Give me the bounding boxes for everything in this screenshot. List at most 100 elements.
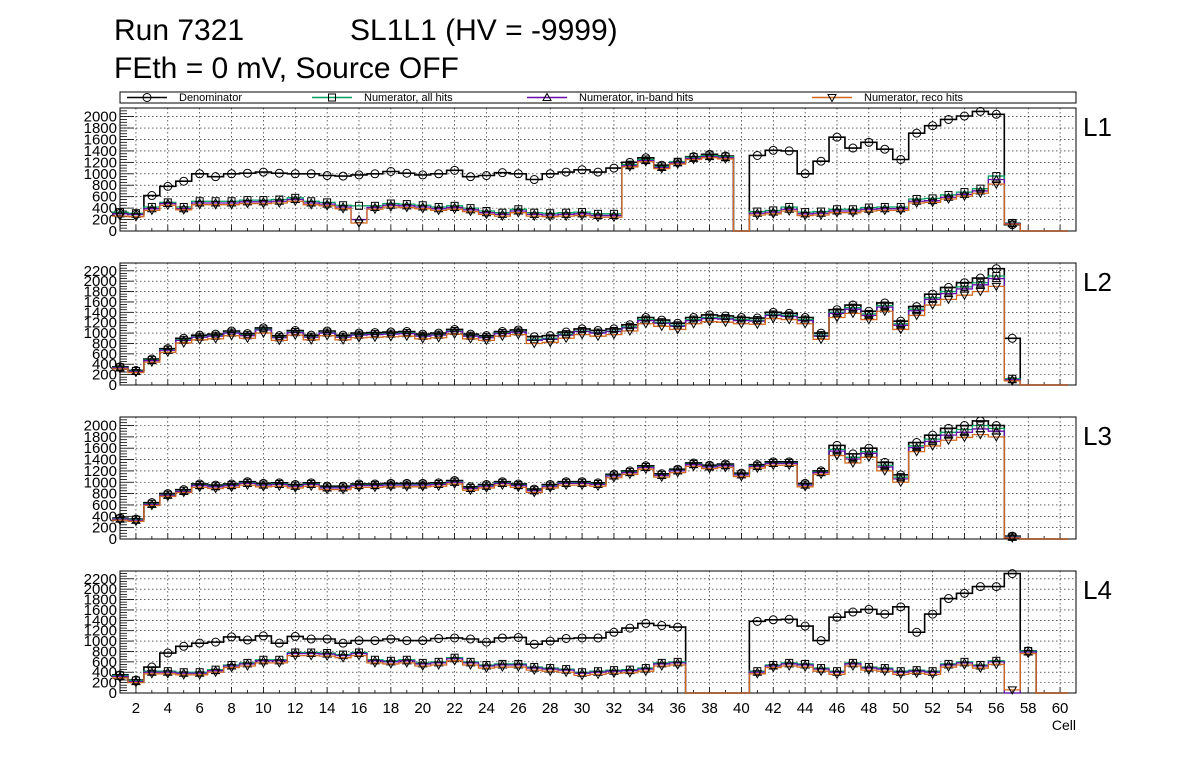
data-point <box>513 169 523 179</box>
data-point <box>513 331 524 340</box>
data-point <box>178 488 189 498</box>
data-point <box>672 465 683 475</box>
data-point <box>545 338 556 348</box>
y-tick-label: 2200 <box>84 263 117 280</box>
data-point <box>147 358 157 368</box>
data-point <box>593 670 603 680</box>
series-2 <box>112 151 1069 232</box>
data-point <box>338 336 348 345</box>
legend-box <box>119 91 1077 104</box>
data-point <box>896 602 906 612</box>
data-point <box>115 674 125 683</box>
data-point <box>816 467 826 477</box>
y-tick-label: 1000 <box>84 474 117 491</box>
data-point <box>418 636 428 646</box>
x-tick-label: 40 <box>733 700 750 717</box>
data-point <box>960 425 969 434</box>
data-point <box>991 582 1001 592</box>
data-point <box>449 330 460 340</box>
x-tick-label: 34 <box>637 700 654 717</box>
data-point <box>656 165 667 174</box>
data-point <box>832 314 842 323</box>
x-tick-label: 38 <box>701 700 718 717</box>
data-point <box>609 471 619 480</box>
panel-frame <box>119 262 1077 386</box>
data-point <box>354 652 364 661</box>
x-axis-label: Cell <box>1052 717 1076 733</box>
x-tick-label: 10 <box>255 700 272 717</box>
data-point <box>688 155 699 165</box>
data-point <box>147 355 157 365</box>
data-point <box>529 339 540 349</box>
data-point <box>864 448 874 457</box>
data-point <box>545 484 556 493</box>
data-point <box>417 201 428 211</box>
data-point <box>465 335 476 344</box>
data-point <box>370 202 380 212</box>
data-point <box>959 291 970 301</box>
data-point <box>258 167 268 177</box>
series-0 <box>112 106 1069 232</box>
data-point <box>147 499 157 508</box>
data-point <box>497 209 508 218</box>
data-point <box>131 676 141 686</box>
series-3 <box>112 282 1069 386</box>
data-point <box>194 480 205 490</box>
data-point <box>178 671 189 680</box>
x-tick-label: 26 <box>510 700 527 717</box>
data-point <box>338 654 348 663</box>
data-point <box>640 667 651 677</box>
data-point <box>131 369 141 378</box>
data-point <box>927 195 938 205</box>
data-point <box>752 320 763 330</box>
data-point <box>290 631 300 641</box>
data-point <box>561 167 571 177</box>
series-step-line <box>112 433 1069 540</box>
data-point <box>704 465 715 474</box>
legend-marker <box>827 94 837 103</box>
data-point <box>784 207 795 216</box>
y-tick-label: 2200 <box>84 571 117 588</box>
y-tick-label: 1800 <box>84 120 117 137</box>
y-tick-label: 1400 <box>84 304 117 321</box>
data-point <box>848 143 858 153</box>
data-point <box>640 155 651 165</box>
y-tick-label: 1800 <box>84 429 117 446</box>
data-point <box>625 470 635 480</box>
data-point <box>481 484 492 493</box>
data-point <box>433 334 444 343</box>
y-tick-label: 1800 <box>84 284 117 301</box>
data-point <box>402 636 412 646</box>
data-point <box>162 348 173 358</box>
data-point <box>593 479 603 489</box>
data-point <box>242 662 253 672</box>
data-point <box>226 480 237 490</box>
y-tick-label: 200 <box>92 520 117 537</box>
data-point <box>577 212 587 221</box>
data-point <box>370 636 380 646</box>
y-tick-label: 600 <box>92 189 117 206</box>
data-point <box>848 453 858 463</box>
data-point <box>928 293 937 302</box>
data-point <box>529 666 540 676</box>
data-point <box>625 163 635 172</box>
data-point <box>529 209 540 218</box>
data-point <box>449 202 460 212</box>
data-point <box>465 486 476 496</box>
data-point <box>816 208 826 217</box>
data-point <box>928 121 938 131</box>
data-point <box>864 604 874 614</box>
data-point <box>433 206 444 216</box>
data-point <box>688 320 699 329</box>
data-point <box>609 213 619 223</box>
data-point <box>354 334 364 343</box>
data-point <box>115 671 125 680</box>
data-point <box>911 448 922 457</box>
series-step-line <box>112 572 1069 694</box>
y-tick-label: 2000 <box>84 273 117 290</box>
data-point <box>912 627 922 637</box>
data-point <box>306 169 316 179</box>
data-point <box>800 169 810 179</box>
